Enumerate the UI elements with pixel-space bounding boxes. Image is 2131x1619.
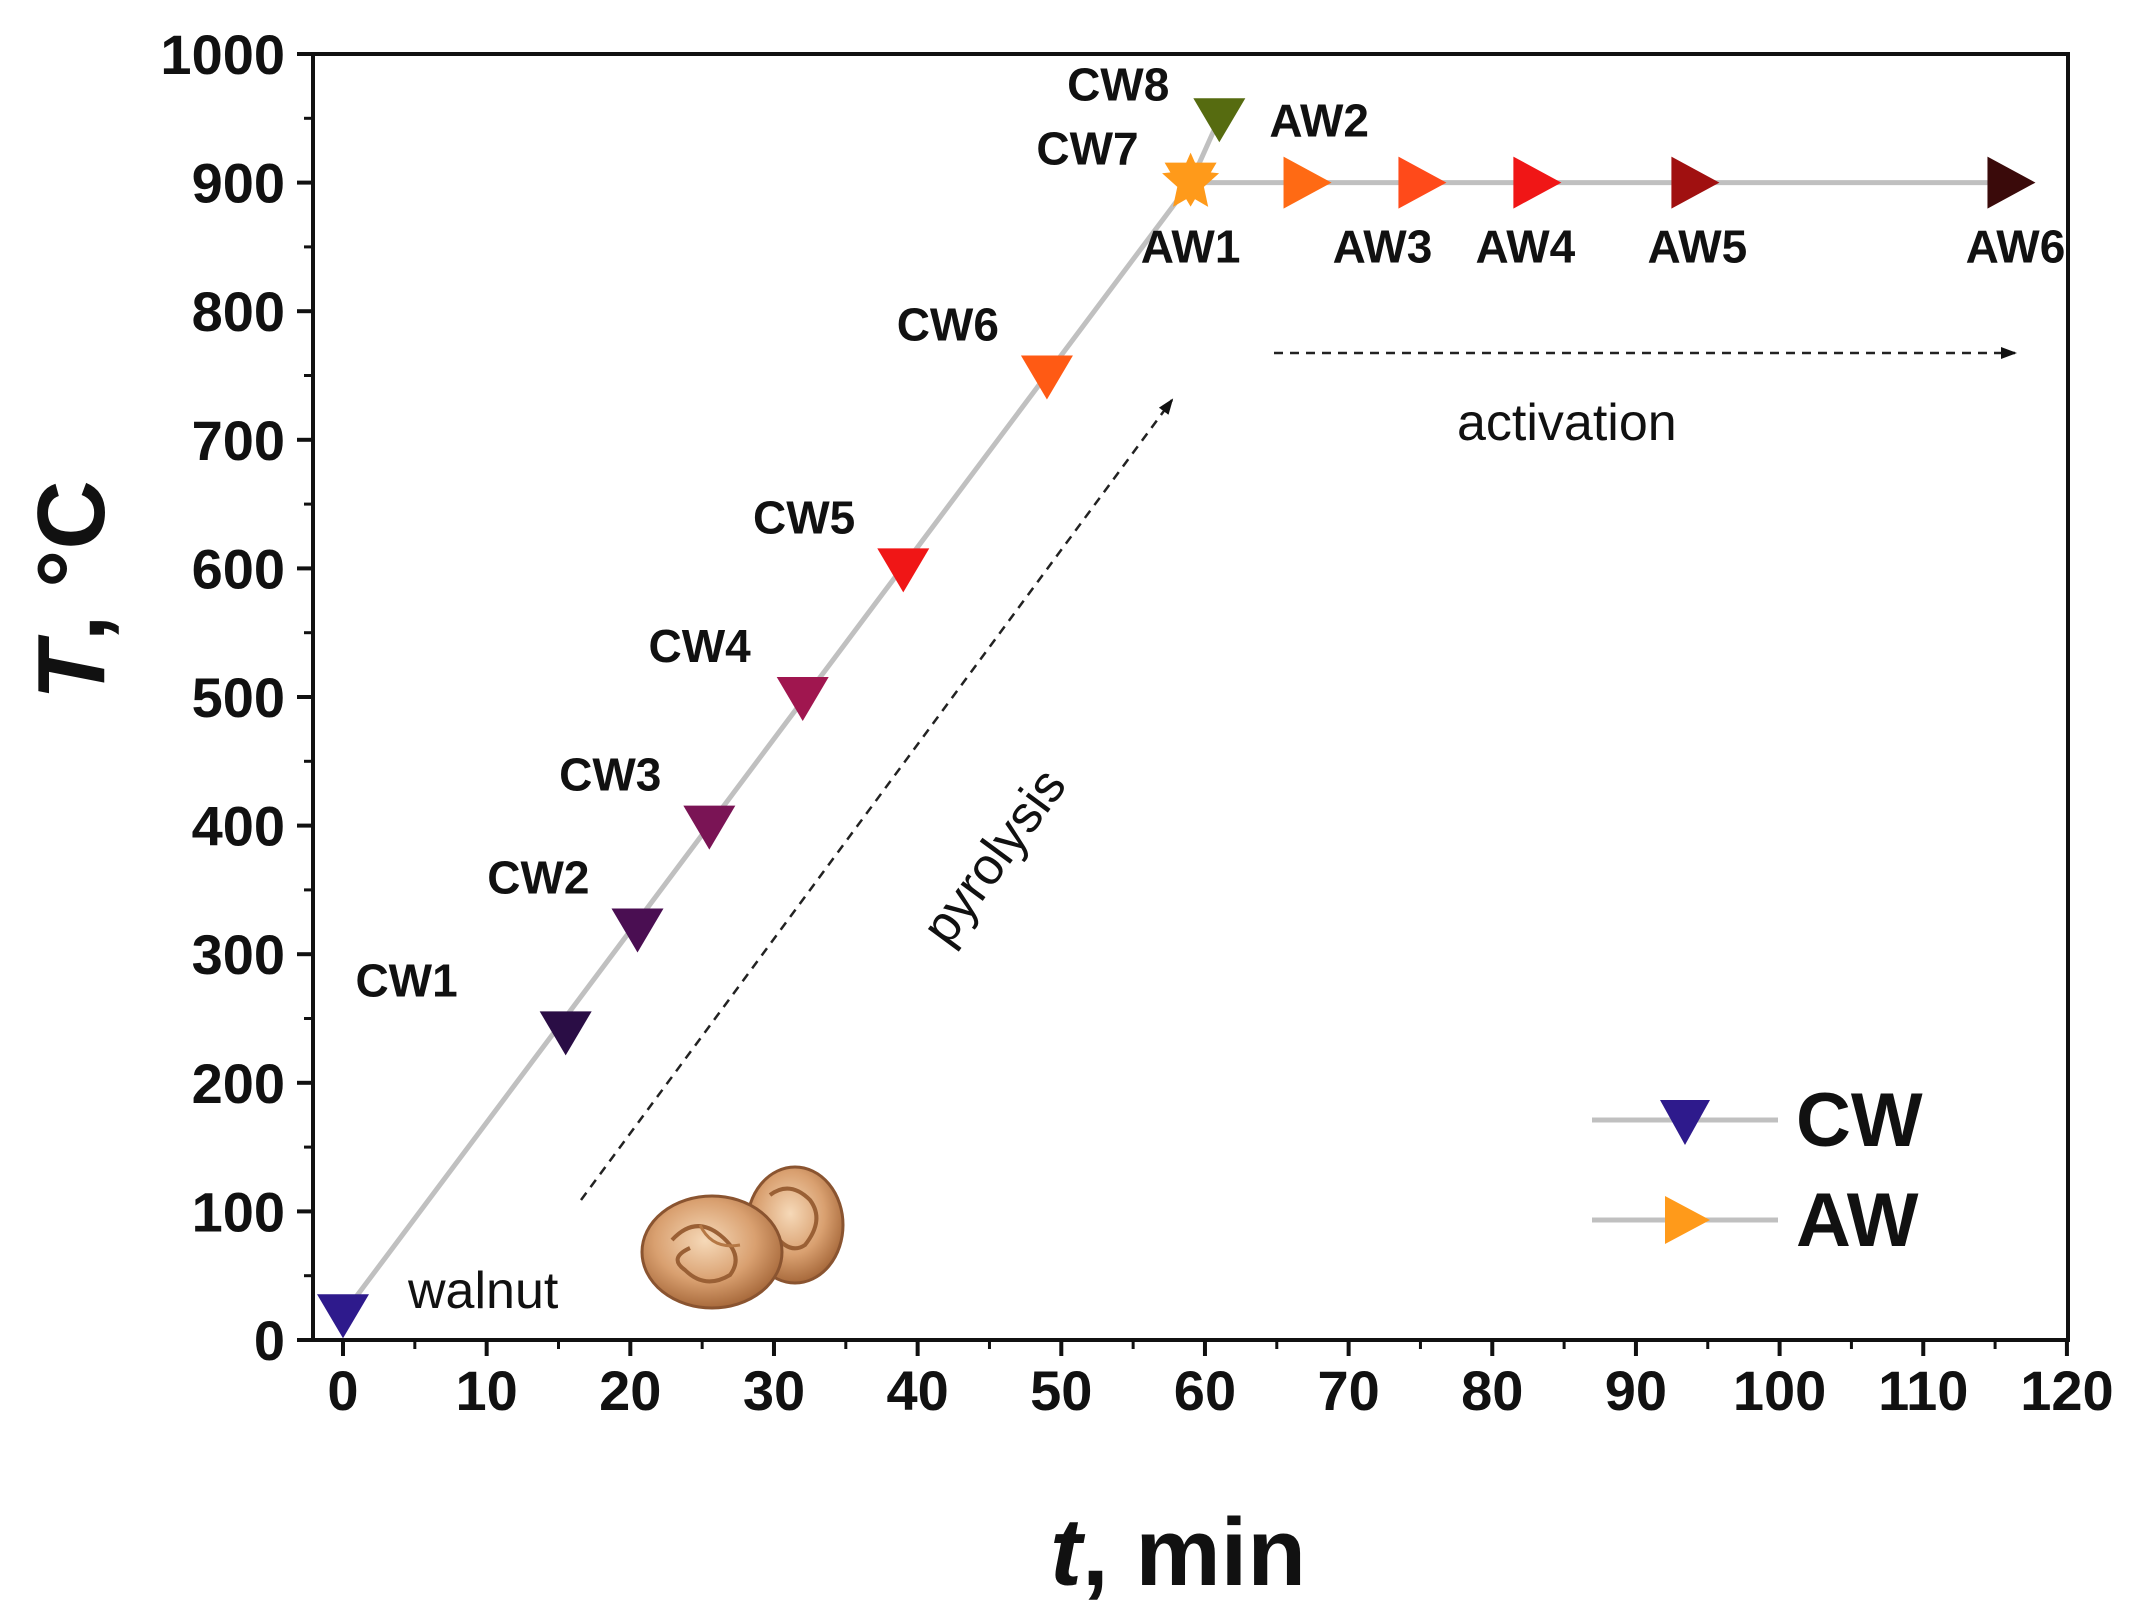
label-cw2: CW2: [487, 851, 589, 903]
y-tick-label: 800: [192, 280, 285, 343]
label-cw1: CW1: [355, 954, 457, 1006]
y-tick-label: 300: [192, 923, 285, 986]
x-tick-label: 20: [599, 1359, 661, 1422]
y-tick-label: 200: [192, 1052, 285, 1115]
label-aw6: AW6: [1966, 221, 2066, 273]
pyrolysis-arrow: [579, 398, 1174, 1201]
aw-marker-4: [1671, 156, 1720, 209]
y-tick-label: 900: [192, 152, 285, 215]
pyrolysis-annotation: pyrolysis: [911, 758, 1078, 955]
x-tick-label: 110: [1878, 1359, 1968, 1422]
cw-marker-2: [611, 908, 664, 953]
cw-marker-3: [683, 805, 736, 850]
y-tick-label: 1000: [160, 23, 285, 86]
x-tick-label: 60: [1174, 1359, 1236, 1422]
cw-marker-8: [1193, 98, 1246, 143]
aw-marker-1: [1283, 156, 1332, 209]
y-axis-ticks: 0 100 200 300 400 500 600 700 800 900 1000: [160, 23, 313, 1372]
label-aw5: AW5: [1648, 221, 1748, 273]
x-tick-label: 50: [1030, 1359, 1092, 1422]
label-cw8: CW8: [1067, 58, 1169, 110]
legend-aw-marker: [1665, 1196, 1710, 1244]
x-axis-title-var: t: [1050, 1499, 1086, 1606]
x-axis-title-unit: , min: [1082, 1499, 1306, 1606]
x-tick-label: 100: [1733, 1359, 1826, 1422]
y-axis-title-unit: , °C: [18, 480, 125, 641]
aw-marker-3: [1513, 156, 1562, 209]
walnut-annotation: walnut: [407, 1262, 559, 1320]
activation-annotation: activation: [1457, 394, 1677, 452]
x-axis-title: t, min: [1050, 1499, 1306, 1606]
y-tick-label: 400: [192, 795, 285, 858]
y-tick-label: 600: [192, 537, 285, 600]
x-tick-label: 80: [1461, 1359, 1523, 1422]
x-tick-label: 10: [456, 1359, 518, 1422]
aw-marker-5: [1987, 156, 2036, 209]
y-tick-label: 500: [192, 666, 285, 729]
y-axis-title-var: T: [18, 634, 125, 700]
label-aw1: AW1: [1141, 221, 1241, 273]
x-tick-label: 90: [1605, 1359, 1667, 1422]
aw-series: [1162, 152, 2036, 209]
x-tick-label: 120: [2020, 1359, 2113, 1422]
cw-series: [317, 98, 1246, 1339]
label-aw4: AW4: [1476, 221, 1576, 273]
walnut-shell-image: [640, 1165, 845, 1310]
x-tick-label: 30: [743, 1359, 805, 1422]
aw-marker-0: [1162, 152, 1220, 207]
aw-marker-2: [1398, 156, 1447, 209]
legend-cw-label: CW: [1796, 1078, 1923, 1163]
label-cw4: CW4: [648, 620, 751, 672]
label-aw3: AW3: [1333, 221, 1433, 273]
cw-marker-1: [539, 1011, 592, 1056]
point-labels: CW1 CW2 CW3 CW4 CW5 CW6 CW7 CW8 AW1 AW2 AW3 AW4 AW5 A…: [355, 58, 2065, 1006]
cw-marker-6: [1020, 355, 1073, 400]
legend-cw-marker: [1660, 1100, 1710, 1145]
x-tick-label: 0: [327, 1359, 358, 1422]
cw-marker-4: [776, 677, 829, 721]
temperature-profile-line: [340, 117, 2010, 1316]
label-cw6: CW6: [897, 299, 999, 351]
cw-marker-5: [877, 548, 930, 593]
legend-aw-label: AW: [1796, 1178, 1919, 1263]
x-axis-ticks: 0 10 20 30 40 50 60 70 80 90 100 110 120: [327, 1340, 2114, 1422]
label-cw7: CW7: [1036, 123, 1138, 175]
cw-marker-0: [317, 1294, 369, 1339]
y-tick-label: 100: [192, 1180, 285, 1243]
label-cw5: CW5: [753, 491, 855, 543]
y-tick-label: 700: [192, 409, 285, 472]
x-tick-label: 40: [886, 1359, 948, 1422]
x-tick-label: 70: [1317, 1359, 1379, 1422]
y-tick-label: 0: [254, 1309, 285, 1372]
label-cw3: CW3: [559, 749, 661, 801]
legend: CW AW: [1592, 1078, 1923, 1263]
label-aw2: AW2: [1269, 94, 1369, 146]
y-axis-title: T, °C: [18, 480, 125, 700]
